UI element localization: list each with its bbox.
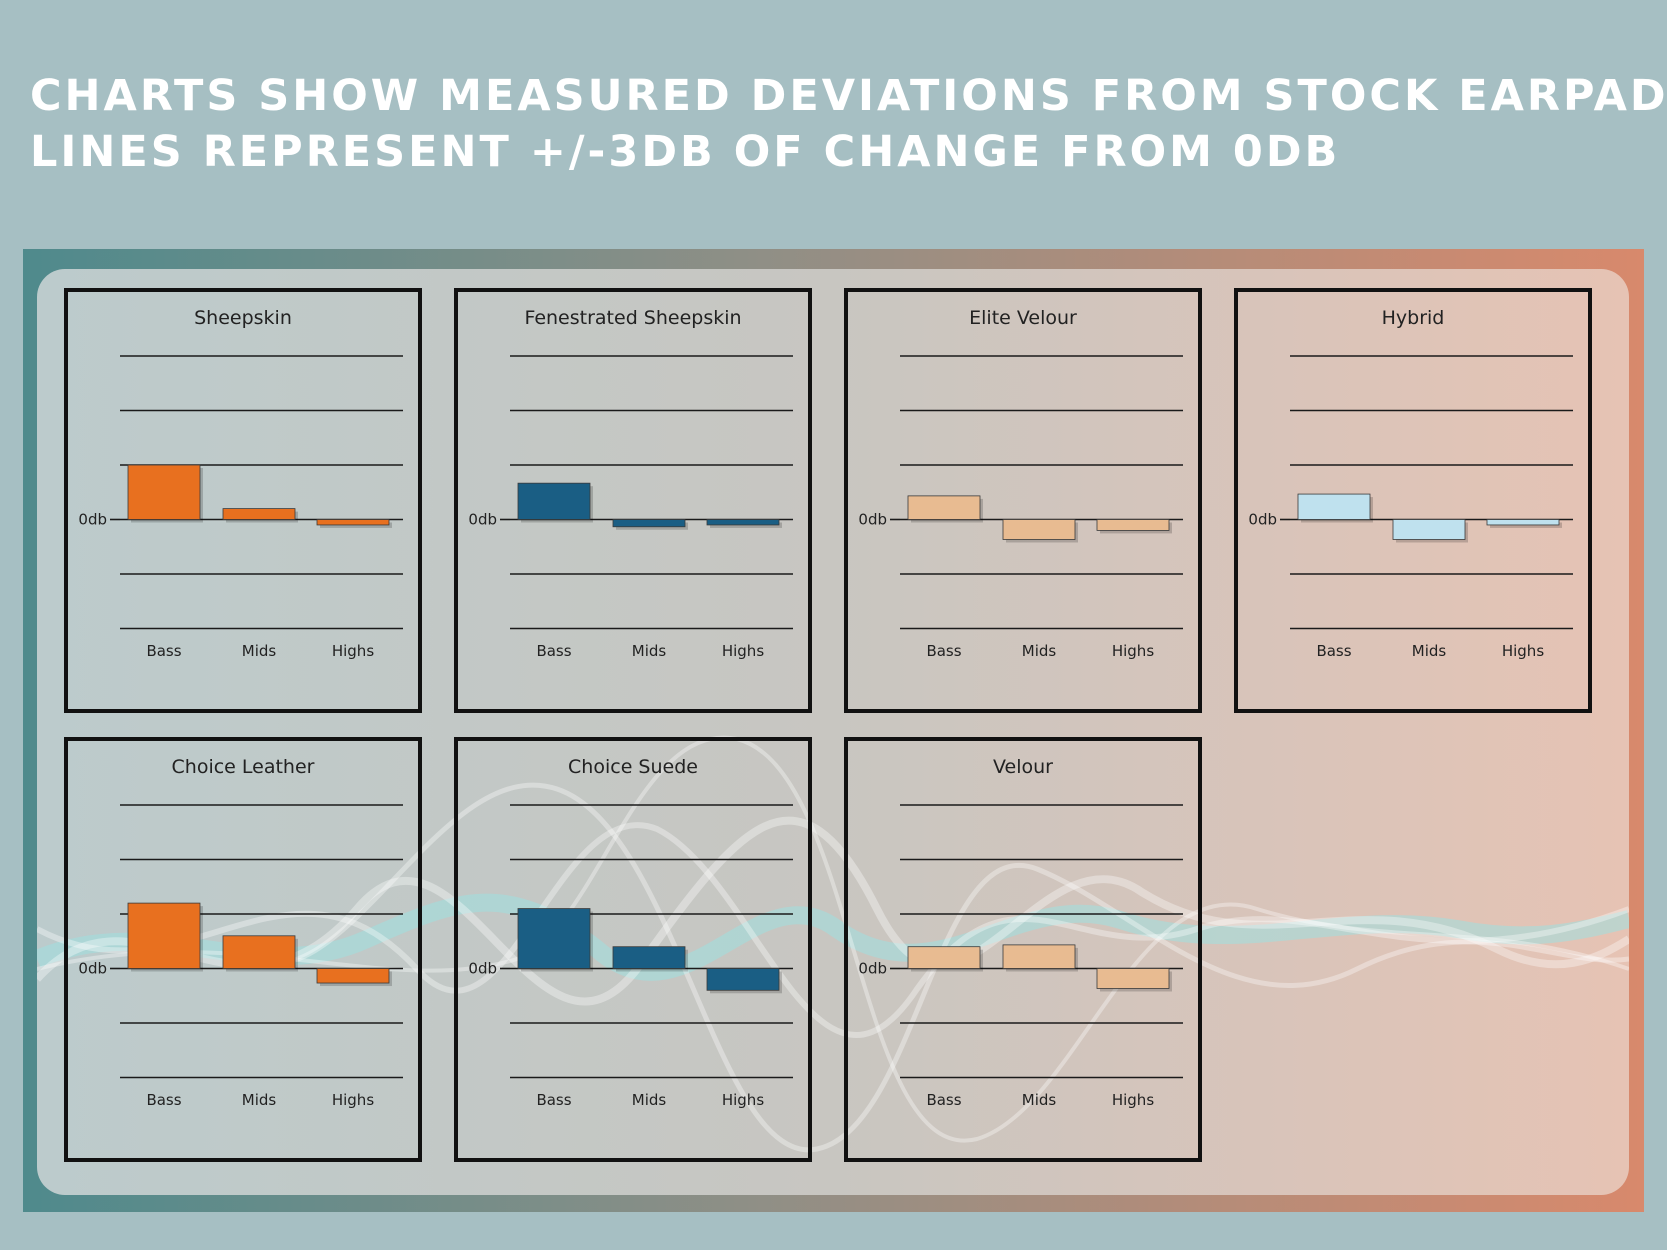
wave-line: [37, 893, 1629, 981]
bar-chart: Velour 0db Bass Mids Highs: [858, 756, 1183, 1109]
headline-line-2: Lines represent +/-3db of change from 0d…: [30, 127, 1341, 177]
bar: [706, 519, 780, 526]
zero-label: 0db: [468, 960, 497, 978]
chart-card: Fenestrated Sheepskin 0db Bass Mids Highs: [454, 288, 812, 713]
chart-card: Choice Leather 0db Bass Mids Highs: [64, 737, 422, 1162]
tick-label: Bass: [926, 1091, 961, 1109]
tick-label: Highs: [722, 642, 764, 660]
wave-line: [37, 822, 1629, 1038]
bar: [127, 464, 201, 520]
bar: [1002, 944, 1076, 969]
bar: [1002, 519, 1076, 540]
bar-chart: Sheepskin 0db Bass Mids Highs: [78, 307, 403, 660]
tick-label: Mids: [242, 642, 277, 660]
tick-label: Highs: [332, 1091, 374, 1109]
chart-title: Elite Velour: [969, 307, 1077, 329]
tick-label: Bass: [536, 642, 571, 660]
bar: [316, 968, 390, 984]
bar: [907, 946, 981, 969]
chart-card: Hybrid 0db Bass Mids Highs: [1234, 288, 1592, 713]
wave-line: [37, 735, 1629, 1143]
bar: [1096, 968, 1170, 989]
chart-panel: [37, 269, 1629, 1195]
tick-label: Mids: [1022, 642, 1057, 660]
tick-label: Bass: [146, 642, 181, 660]
zero-label: 0db: [78, 960, 107, 978]
wave-line: [235, 782, 1629, 1153]
tick-label: Mids: [242, 1091, 277, 1109]
bar: [222, 935, 296, 969]
wave-line: [37, 816, 1629, 1006]
tick-label: Bass: [536, 1091, 571, 1109]
bar: [1486, 519, 1560, 526]
bar: [1297, 493, 1371, 520]
tick-label: Mids: [1412, 642, 1447, 660]
tick-label: Highs: [1112, 1091, 1154, 1109]
waveform-background: [37, 735, 1629, 1153]
zero-label: 0db: [1248, 511, 1277, 529]
chart-card: Sheepskin 0db Bass Mids Highs: [64, 288, 422, 713]
bar: [1096, 519, 1170, 531]
tick-label: Mids: [632, 642, 667, 660]
zero-label: 0db: [858, 960, 887, 978]
bar-chart: Fenestrated Sheepskin 0db Bass Mids Highs: [468, 307, 793, 660]
headline: Charts show measured deviations from sto…: [30, 68, 1667, 180]
tick-label: Bass: [926, 642, 961, 660]
chart-title: Velour: [993, 756, 1053, 778]
chart-card: Choice Suede 0db Bass Mids Highs: [454, 737, 812, 1162]
bar: [706, 968, 780, 991]
chart-title: Choice Leather: [172, 756, 315, 778]
tick-label: Highs: [332, 642, 374, 660]
bar: [222, 508, 296, 520]
tick-label: Highs: [1502, 642, 1544, 660]
bar: [612, 946, 686, 969]
chart-title: Fenestrated Sheepskin: [524, 307, 741, 329]
chart-title: Sheepskin: [194, 307, 292, 329]
zero-label: 0db: [858, 511, 887, 529]
chart-card: Elite Velour 0db Bass Mids Highs: [844, 288, 1202, 713]
chart-card: Velour 0db Bass Mids Highs: [844, 737, 1202, 1162]
tick-label: Highs: [722, 1091, 764, 1109]
zero-label: 0db: [78, 511, 107, 529]
chart-title: Choice Suede: [568, 756, 698, 778]
bar: [612, 519, 686, 528]
headline-line-1: Charts show measured deviations from sto…: [30, 71, 1667, 121]
bar: [907, 495, 981, 520]
bar: [517, 908, 591, 969]
bar: [316, 519, 390, 526]
zero-label: 0db: [468, 511, 497, 529]
bar-chart: Choice Suede 0db Bass Mids Highs: [468, 756, 793, 1109]
chart-title: Hybrid: [1382, 307, 1445, 329]
bar: [1392, 519, 1466, 540]
bar-chart: Elite Velour 0db Bass Mids Highs: [858, 307, 1183, 660]
tick-label: Bass: [146, 1091, 181, 1109]
bar-chart: Choice Leather 0db Bass Mids Highs: [78, 756, 403, 1109]
tick-label: Highs: [1112, 642, 1154, 660]
bar: [127, 902, 201, 969]
bar: [517, 482, 591, 520]
tick-label: Mids: [1022, 1091, 1057, 1109]
tick-label: Mids: [632, 1091, 667, 1109]
chart-panel-frame: [23, 249, 1644, 1212]
bar-chart: Hybrid 0db Bass Mids Highs: [1248, 307, 1573, 660]
tick-label: Bass: [1316, 642, 1351, 660]
